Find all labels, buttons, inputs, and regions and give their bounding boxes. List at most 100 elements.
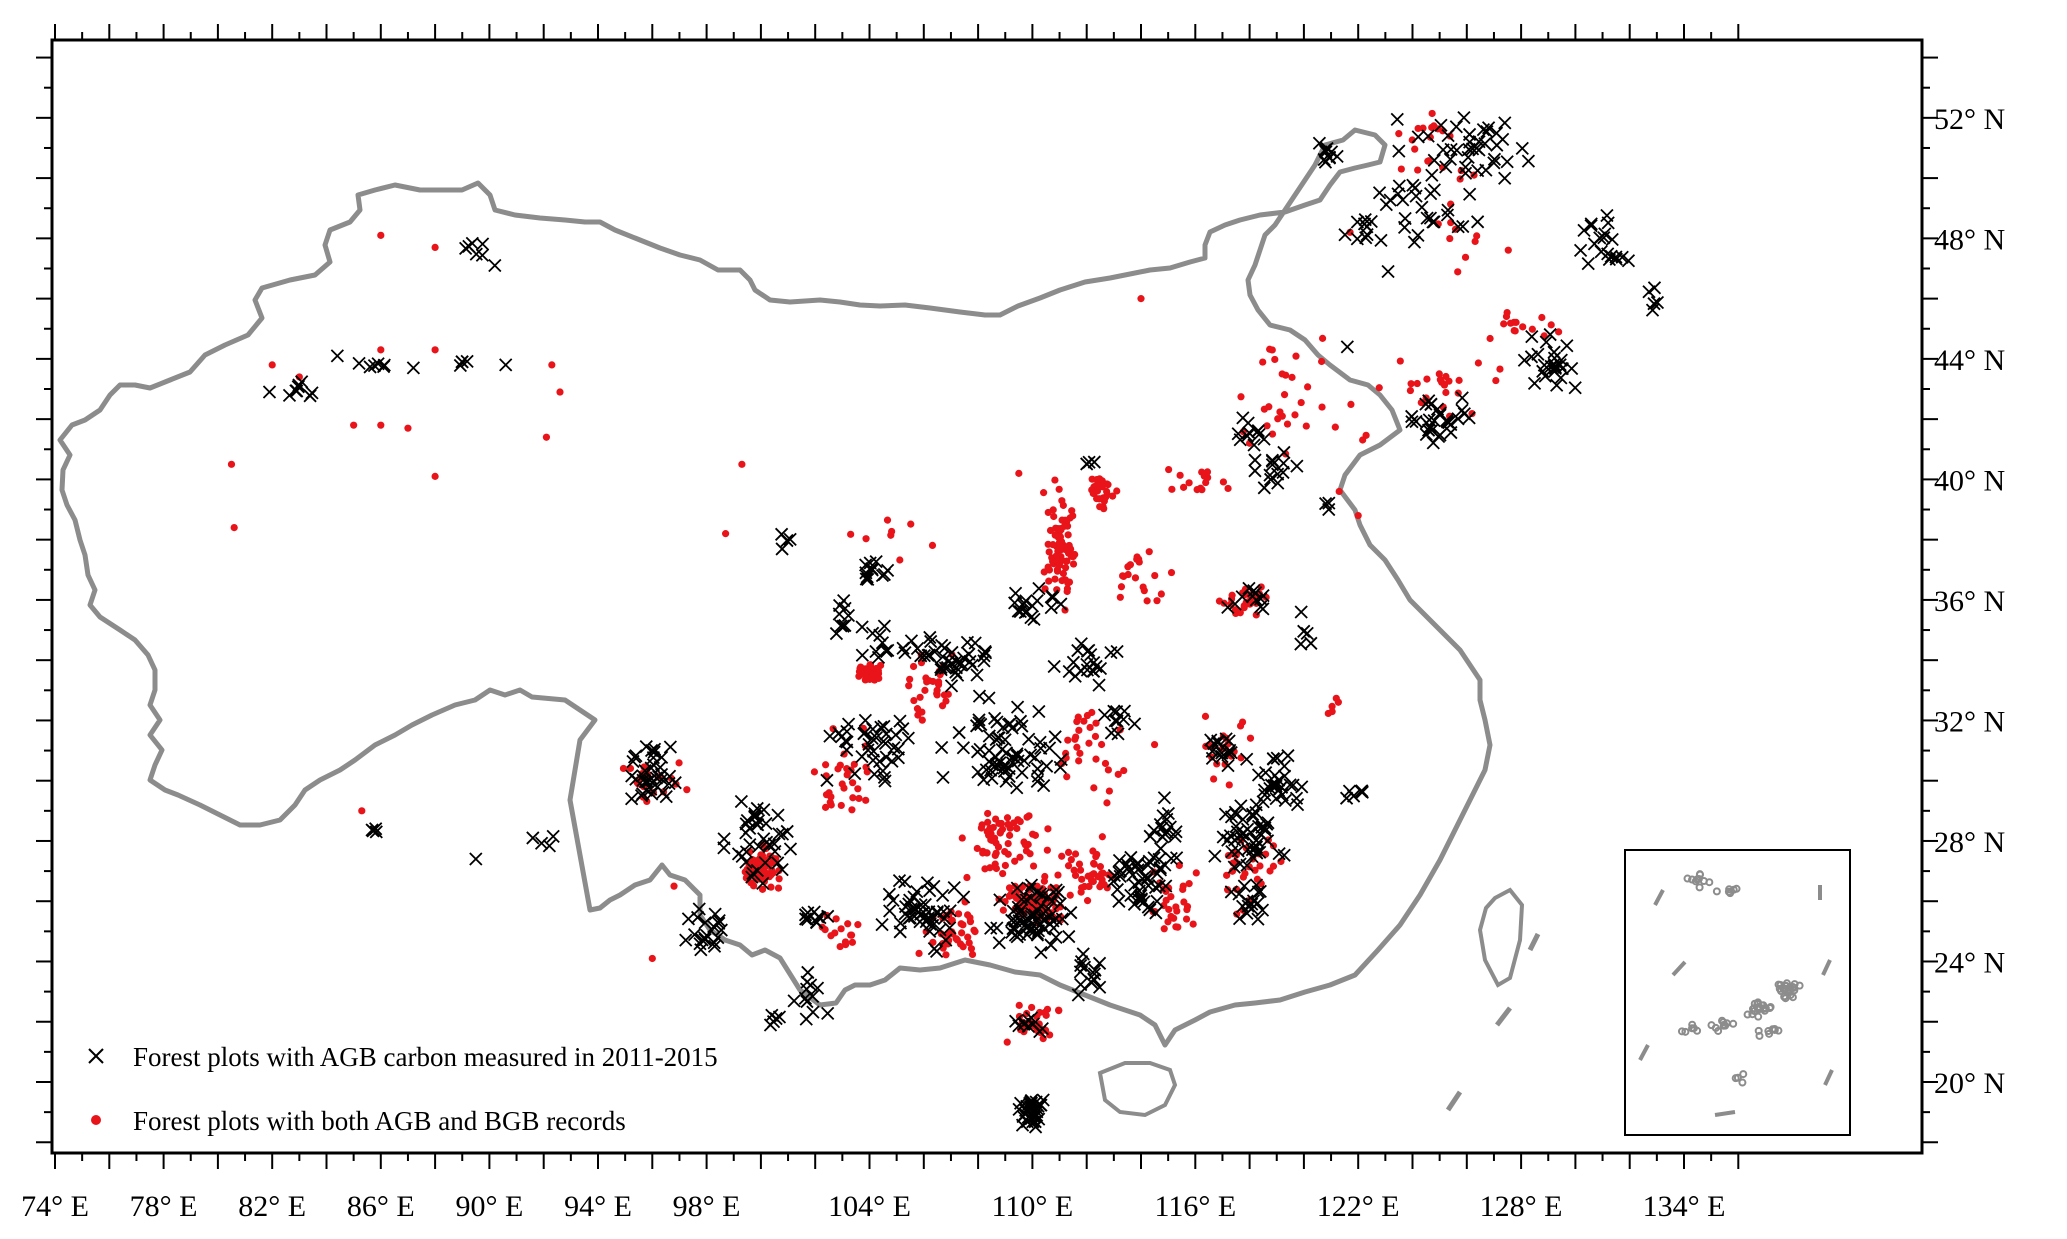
- agb-plot-marker: [1547, 351, 1562, 365]
- agb-plot-marker: [707, 939, 722, 953]
- agb-plot-marker: [1049, 930, 1063, 944]
- bgb-plot-marker: [1318, 334, 1327, 342]
- agb-plot-marker: [1053, 897, 1067, 911]
- agb-plot-marker: [1104, 645, 1118, 660]
- bgb-plot-marker: [1041, 872, 1049, 881]
- agb-plot-marker: [460, 354, 474, 369]
- agb-plot-marker: [772, 1010, 787, 1024]
- bgb-plot-marker: [1423, 375, 1431, 383]
- agb-plot-marker: [1250, 846, 1264, 860]
- bgb-plot-marker: [973, 844, 981, 853]
- agb-plot-marker: [867, 767, 882, 781]
- agb-plot-marker: [1252, 428, 1266, 442]
- bgb-plot-marker: [1263, 422, 1271, 430]
- bgb-plot-marker: [1097, 740, 1106, 749]
- agb-plot-marker: [1642, 285, 1656, 299]
- inset-island: [1754, 1012, 1763, 1021]
- bgb-plot-marker: [1058, 577, 1066, 585]
- bgb-plot-marker: [1055, 1006, 1063, 1015]
- agb-plot-marker: [1205, 744, 1219, 758]
- agb-plot-marker: [869, 644, 883, 659]
- bgb-plot-marker: [556, 388, 564, 396]
- bgb-plot-marker: [862, 535, 870, 543]
- agb-plot-marker: [1221, 600, 1235, 615]
- agb-plot-marker: [783, 842, 798, 856]
- bgb-plot-marker: [404, 424, 412, 432]
- inset-island: [1681, 1027, 1690, 1036]
- agb-plot-marker: [1274, 780, 1289, 794]
- agb-plot-marker: [1277, 445, 1291, 460]
- agb-plot-marker: [1007, 921, 1021, 935]
- agb-plot-marker: [962, 647, 976, 661]
- bgb-plot-marker: [1085, 882, 1093, 891]
- agb-plot-marker: [1044, 938, 1058, 952]
- bgb-plot-marker: [1135, 558, 1143, 566]
- bgb-plot-marker: [869, 670, 877, 678]
- agb-plot-marker: [542, 839, 557, 853]
- bgb-plot-marker: [1153, 597, 1161, 605]
- agb-plot-marker: [990, 921, 1004, 935]
- bgb-plot-marker: [1064, 862, 1073, 870]
- agb-plot-marker: [1064, 906, 1078, 920]
- agb-plot-marker: [1304, 636, 1318, 650]
- agb-plot-marker: [855, 648, 869, 662]
- bgb-plot-marker: [944, 690, 952, 698]
- agb-plot-marker: [1157, 791, 1172, 805]
- bgb-plot-marker: [752, 857, 760, 865]
- bgb-plot-marker: [1237, 393, 1245, 401]
- agb-plot-marker: [891, 751, 906, 765]
- x-tick-label: 74° E: [21, 1190, 89, 1223]
- agb-plot-marker: [406, 361, 421, 375]
- agb-plot-marker: [1525, 329, 1539, 344]
- bgb-plot-marker: [1063, 587, 1071, 596]
- agb-plot-marker: [1297, 624, 1311, 638]
- bgb-plot-marker: [959, 943, 967, 951]
- bgb-plot-marker: [1096, 503, 1104, 511]
- bgb-plot-marker: [1496, 365, 1504, 373]
- agb-plot-marker: [898, 875, 912, 889]
- agb-plot-marker: [1140, 870, 1155, 885]
- bgb-plot-marker: [1471, 237, 1479, 246]
- agb-plot-marker: [866, 753, 880, 767]
- agb-plot-marker: [546, 829, 560, 844]
- bgb-plot-marker: [913, 705, 922, 713]
- agb-plot-marker: [859, 572, 873, 586]
- agb-plot-marker: [1515, 141, 1529, 155]
- agb-plot-marker: [821, 909, 835, 923]
- bgb-plot-marker: [648, 954, 656, 963]
- agb-plot-marker: [935, 740, 949, 755]
- bgb-plot-marker: [1304, 383, 1312, 391]
- agb-plot-marker: [979, 763, 993, 777]
- bgb-plot-marker: [377, 346, 385, 354]
- bgb-plot-marker: [1054, 871, 1062, 879]
- bgb-plot-marker: [1063, 773, 1071, 781]
- bgb-plot-marker: [1318, 403, 1326, 411]
- inset-frame: [1624, 849, 1851, 1136]
- agb-plot-marker: [1240, 429, 1254, 443]
- agb-plot-marker: [1283, 778, 1297, 792]
- bgb-plot-marker: [1259, 358, 1267, 366]
- inset-dash: [1638, 1044, 1650, 1061]
- agb-plot-marker: [787, 994, 801, 1008]
- bgb-plot-marker: [1001, 861, 1009, 870]
- bgb-plot-marker: [1089, 847, 1097, 855]
- bgb-plot-marker: [1288, 373, 1296, 381]
- agb-plot-marker: [920, 876, 935, 890]
- bgb-plot-marker: [1164, 918, 1172, 926]
- legend-bgb-symbol: [91, 1115, 101, 1125]
- bgb-plot-marker: [1088, 708, 1096, 717]
- bgb-plot-marker: [1059, 501, 1067, 509]
- agb-plot-marker: [663, 740, 677, 754]
- agb-plot-marker: [1461, 150, 1475, 165]
- inset-island: [1780, 992, 1789, 1001]
- bgb-plot-marker: [834, 765, 842, 773]
- agb-plot-marker: [1089, 659, 1103, 674]
- agb-plot-marker: [1481, 121, 1496, 135]
- bgb-plot-marker: [915, 949, 923, 958]
- agb-plot-marker: [882, 887, 897, 901]
- agb-plot-marker: [1427, 153, 1441, 167]
- agb-plot-marker: [1487, 152, 1502, 166]
- agb-plot-marker: [282, 388, 297, 402]
- inset-islands: [1677, 870, 1804, 1087]
